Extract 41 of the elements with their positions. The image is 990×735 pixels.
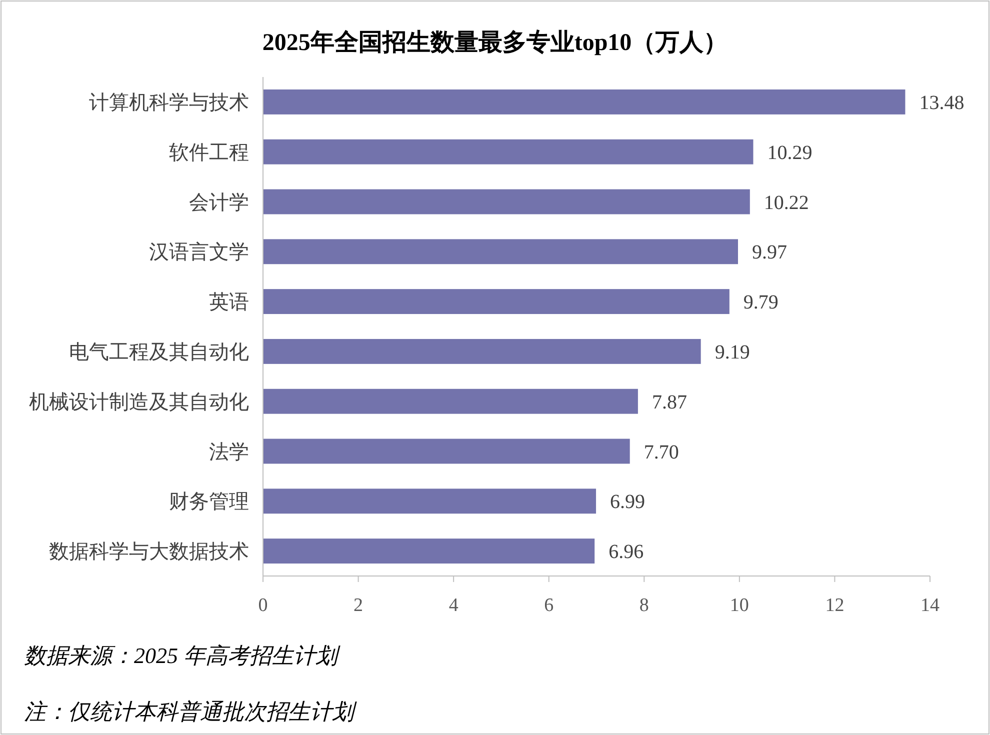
data-label: 13.48 [919, 92, 964, 114]
chart-title: 2025年全国招生数量最多专业top10（万人） [262, 29, 728, 56]
data-label: 10.22 [764, 192, 809, 214]
y-tick-label: 英语 [209, 292, 249, 314]
y-tick-label: 法学 [209, 441, 249, 464]
y-tick-label: 软件工程 [169, 142, 249, 164]
x-tick-label: 0 [258, 595, 268, 616]
x-tick-label: 2 [354, 595, 364, 616]
bar [263, 438, 630, 464]
data-label: 7.87 [652, 391, 687, 414]
y-tick-label: 机械设计制造及其自动化 [29, 391, 249, 414]
bar [263, 189, 750, 214]
y-tick-label: 汉语言文学 [149, 242, 249, 264]
y-tick-label: 财务管理 [169, 491, 249, 514]
data-label: 9.79 [743, 292, 778, 314]
y-tick-label: 电气工程及其自动化 [69, 341, 249, 364]
bar [263, 488, 596, 514]
source-note: 数据来源：2025 年高考招生计划 [24, 643, 340, 668]
x-tick-label: 14 [920, 595, 940, 616]
data-label: 10.29 [767, 142, 812, 164]
x-tick-label: 12 [825, 595, 844, 616]
x-tick-label: 4 [448, 595, 459, 616]
y-tick-label: 数据科学与大数据技术 [49, 541, 249, 564]
y-tick-label: 计算机科学与技术 [89, 92, 249, 114]
bar [263, 338, 701, 364]
bar [263, 139, 754, 164]
x-tick-label: 6 [544, 595, 554, 616]
bar [263, 388, 638, 414]
text: 注：仅统计本科普通批次招生计划 [24, 699, 357, 724]
data-label: 6.96 [608, 541, 644, 564]
y-tick-label: 会计学 [189, 192, 249, 214]
x-tick-label: 10 [730, 595, 749, 616]
data-label: 6.99 [610, 491, 646, 514]
bar [263, 89, 906, 114]
bar [263, 538, 595, 564]
x-tick-label: 8 [639, 595, 649, 616]
data-label: 7.70 [644, 441, 679, 464]
bar [263, 239, 738, 264]
data-label: 9.19 [714, 341, 750, 364]
bar [263, 289, 730, 314]
data-label: 9.97 [752, 242, 787, 264]
